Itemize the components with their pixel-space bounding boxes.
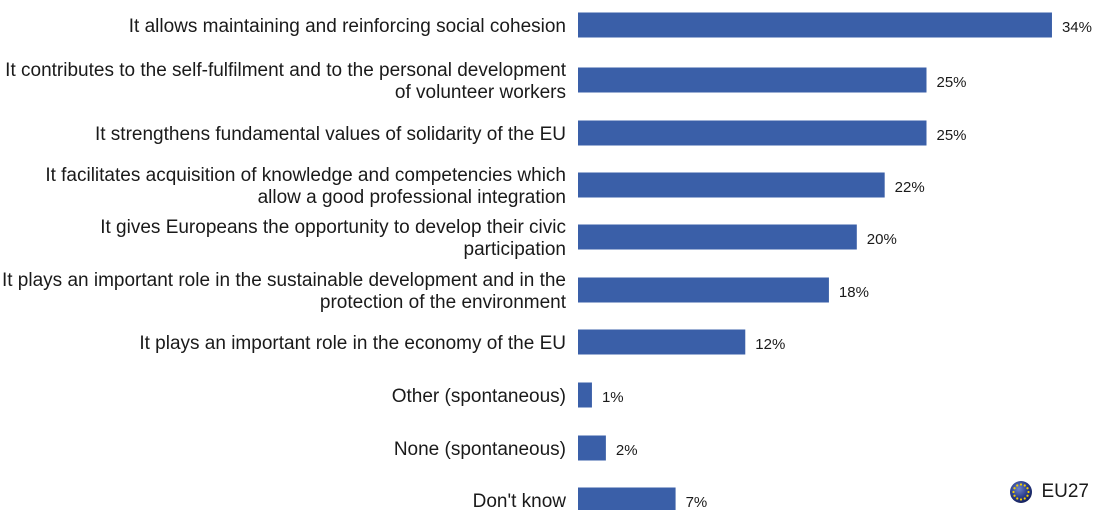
category-label: It strengthens fundamental values of sol… <box>95 124 566 145</box>
category-label: participation <box>464 239 566 260</box>
data-label: 18% <box>839 284 869 301</box>
bar <box>578 120 927 146</box>
data-label: 22% <box>895 179 925 196</box>
bar <box>578 277 829 303</box>
data-label: 7% <box>686 494 708 510</box>
category-label: None (spontaneous) <box>394 439 566 460</box>
category-label: It gives Europeans the opportunity to de… <box>100 217 566 238</box>
category-label: It plays an important role in the sustai… <box>2 270 566 291</box>
data-label: 25% <box>937 127 967 144</box>
category-label: It plays an important role in the econom… <box>139 333 566 354</box>
category-label: It allows maintaining and reinforcing so… <box>129 16 566 37</box>
category-label: Other (spontaneous) <box>392 386 566 407</box>
data-label: 20% <box>867 231 897 248</box>
category-label: allow a good professional integration <box>258 187 566 208</box>
bar <box>578 67 927 93</box>
category-label: protection of the environment <box>320 292 567 313</box>
bar <box>578 172 885 198</box>
bar <box>578 435 606 461</box>
bar <box>578 329 746 355</box>
legend: EU27 <box>1009 480 1089 504</box>
bar <box>578 12 1052 38</box>
category-label: of volunteer workers <box>395 82 566 103</box>
bar <box>578 487 676 510</box>
data-label: 1% <box>602 389 624 406</box>
bar <box>578 224 857 250</box>
category-label: It contributes to the self-fulfilment an… <box>5 60 567 81</box>
category-label: Don't know <box>473 491 567 510</box>
data-label: 2% <box>616 442 638 459</box>
data-label: 25% <box>937 74 967 91</box>
category-label: It facilitates acquisition of knowledge … <box>45 165 566 186</box>
data-label: 34% <box>1062 19 1092 36</box>
eu-flag-globe-icon <box>1010 481 1033 503</box>
legend-label: EU27 <box>1041 481 1089 502</box>
bar <box>578 382 592 408</box>
data-label: 12% <box>755 336 785 353</box>
